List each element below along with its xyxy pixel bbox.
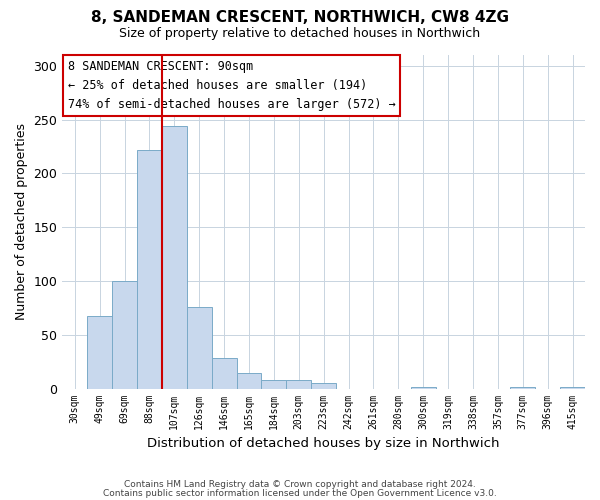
Bar — [262, 380, 286, 388]
Bar — [137, 150, 162, 388]
Text: 8 SANDEMAN CRESCENT: 90sqm
← 25% of detached houses are smaller (194)
74% of sem: 8 SANDEMAN CRESCENT: 90sqm ← 25% of deta… — [68, 60, 395, 111]
Bar — [236, 374, 262, 388]
Bar — [212, 358, 236, 388]
Bar — [187, 307, 212, 388]
Bar — [286, 380, 311, 388]
Text: Contains HM Land Registry data © Crown copyright and database right 2024.: Contains HM Land Registry data © Crown c… — [124, 480, 476, 489]
Bar — [311, 383, 336, 388]
Bar — [162, 126, 187, 388]
Text: Size of property relative to detached houses in Northwich: Size of property relative to detached ho… — [119, 28, 481, 40]
Text: Contains public sector information licensed under the Open Government Licence v3: Contains public sector information licen… — [103, 488, 497, 498]
Bar — [87, 316, 112, 388]
X-axis label: Distribution of detached houses by size in Northwich: Distribution of detached houses by size … — [148, 437, 500, 450]
Y-axis label: Number of detached properties: Number of detached properties — [15, 124, 28, 320]
Bar — [112, 281, 137, 388]
Text: 8, SANDEMAN CRESCENT, NORTHWICH, CW8 4ZG: 8, SANDEMAN CRESCENT, NORTHWICH, CW8 4ZG — [91, 10, 509, 25]
